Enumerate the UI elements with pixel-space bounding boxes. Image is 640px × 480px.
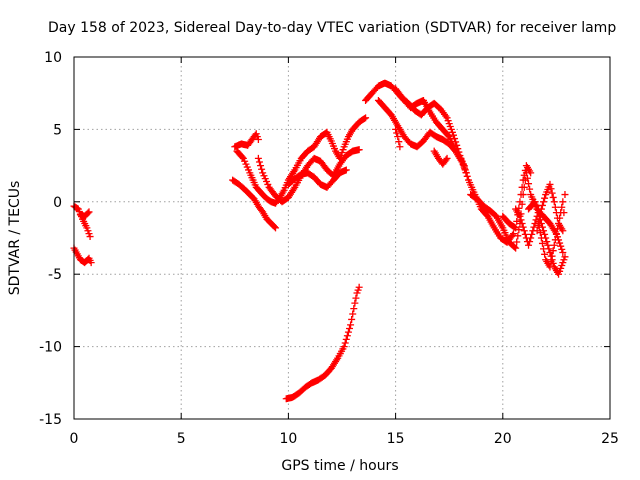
data-point-markers xyxy=(430,147,451,168)
series-track-19 xyxy=(282,283,363,403)
x-axis-label: GPS time / hours xyxy=(281,458,398,474)
series-track-4 xyxy=(231,130,262,151)
series-track-5 xyxy=(233,114,370,207)
series-track-18 xyxy=(512,198,567,271)
series-track-13 xyxy=(430,147,451,168)
data-point-markers xyxy=(233,114,370,207)
y-tick-label: -5 xyxy=(48,267,62,283)
data-point-markers xyxy=(392,85,470,177)
x-tick-label: 5 xyxy=(177,431,186,447)
x-tick-label: 10 xyxy=(279,431,297,447)
data-point-markers xyxy=(512,198,567,271)
data-points xyxy=(70,79,569,403)
data-point-markers xyxy=(284,166,350,191)
x-tick-label: 15 xyxy=(387,431,405,447)
data-point-markers xyxy=(467,169,567,256)
data-point-markers xyxy=(76,208,93,220)
series-track-12 xyxy=(392,125,404,151)
y-tick-label: -15 xyxy=(39,412,62,428)
x-tick-label: 25 xyxy=(601,431,619,447)
data-point-markers xyxy=(229,176,280,232)
plot-frame xyxy=(73,56,611,420)
chart-title: Day 158 of 2023, Sidereal Day-to-day VTE… xyxy=(48,20,616,36)
y-axis-label: SDTVAR / TECUs xyxy=(7,181,23,296)
x-tick-label: 0 xyxy=(70,431,79,447)
y-tick-label: -10 xyxy=(39,340,62,356)
data-point-markers xyxy=(499,162,535,232)
series-track-11 xyxy=(392,85,470,177)
y-tick-label: 10 xyxy=(44,50,62,66)
series-track-10 xyxy=(374,96,468,170)
series-track-17 xyxy=(533,180,569,235)
axis-ticks: 0 5 10 15 20 25 -15 -10 -5 0 5 10 xyxy=(39,50,619,447)
data-point-markers xyxy=(392,125,404,151)
data-point-markers xyxy=(231,130,262,151)
series-track-15 xyxy=(499,162,535,232)
series-track-2 xyxy=(76,208,93,220)
data-point-markers xyxy=(282,283,363,403)
data-point-markers xyxy=(533,180,569,235)
data-point-markers xyxy=(374,96,468,170)
x-tick-label: 20 xyxy=(494,431,512,447)
series-track-14 xyxy=(467,169,567,256)
series-track-6 xyxy=(229,176,280,232)
y-tick-label: 5 xyxy=(53,122,62,138)
series-track-8 xyxy=(284,166,350,191)
y-tick-label: 0 xyxy=(53,195,62,211)
